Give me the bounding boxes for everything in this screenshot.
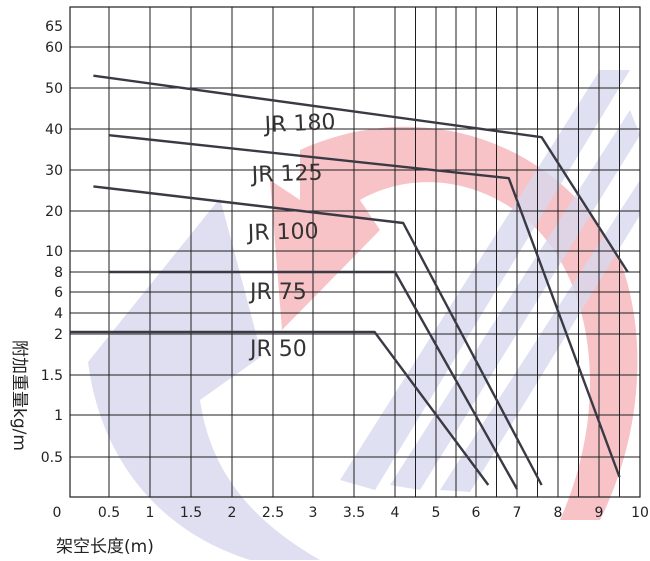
x-tick-label: 6	[472, 505, 481, 521]
y-tick-label: 10	[45, 244, 63, 260]
watermark-logo	[88, 70, 640, 560]
x-tick-label: 3	[309, 505, 318, 521]
y-tick-label: 20	[45, 204, 63, 220]
x-axis-label: 架空长度(m)	[56, 537, 154, 557]
x-tick-label: 10	[631, 505, 649, 521]
y-axis-label: 附加重量kg/m	[9, 340, 29, 451]
series-label: JR 125	[249, 161, 323, 189]
series-labels: JR 180 JR 125 JR 100 JR 75 JR 50	[246, 110, 336, 362]
y-tick-label: 1	[54, 408, 63, 424]
x-tick-label: 1	[146, 505, 155, 521]
y-tick-label: 2	[54, 327, 63, 343]
series-label: JR 180	[262, 110, 336, 138]
series-line	[70, 330, 490, 486]
y-tick-label: 1.5	[41, 368, 63, 384]
plot-frame	[69, 6, 641, 498]
x-tick-label: 4	[391, 505, 400, 521]
series-line	[93, 74, 629, 273]
x-tick-labels: 0 0.5 1 1.5 2 2.5 3 3.5 4 5 6 7 8 9 10	[53, 505, 649, 521]
x-tick-label: 0.5	[98, 505, 120, 521]
watermark-blue-arc	[88, 198, 320, 560]
y-tick-label: 60	[45, 40, 63, 56]
y-tick-label: 50	[45, 81, 63, 97]
series-line	[109, 270, 519, 490]
series-label: JR 50	[248, 337, 307, 362]
x-tick-label: 0	[53, 505, 62, 521]
y-tick-label: 6	[54, 285, 63, 301]
x-tick-label: 8	[554, 505, 563, 521]
x-tick-label: 3.5	[343, 505, 365, 521]
y-tick-label: 30	[45, 163, 63, 179]
y-tick-label: 8	[54, 265, 63, 281]
x-tick-label: 2	[228, 505, 237, 521]
series-lines	[70, 74, 629, 490]
x-tick-label: 9	[595, 505, 604, 521]
watermark-red-arrow	[270, 126, 638, 520]
x-tick-label: 2.5	[262, 505, 284, 521]
y-tick-label: 65	[45, 19, 63, 35]
y-tick-label: 40	[45, 122, 63, 138]
series-label: JR 100	[246, 219, 319, 246]
series-line	[93, 185, 543, 486]
x-tick-label: 5	[432, 505, 441, 521]
y-tick-label: 4	[54, 306, 63, 322]
x-tick-label: 7	[513, 505, 522, 521]
x-tick-label: 1.5	[180, 505, 202, 521]
y-tick-labels: 0.5 1 1.5 2 4 6 8 10 20 30 40 50 60 65	[41, 19, 63, 466]
series-line	[108, 134, 621, 478]
y-tick-label: 0.5	[41, 450, 63, 466]
series-label: JR 75	[248, 280, 307, 305]
